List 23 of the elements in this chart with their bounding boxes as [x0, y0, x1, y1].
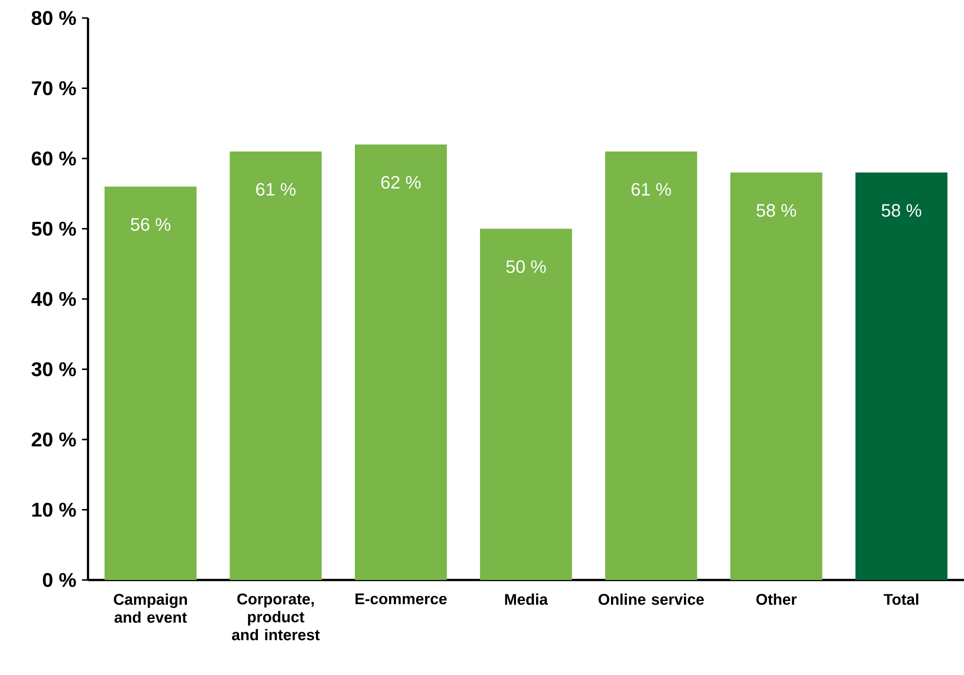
- y-tick-label: 0 %: [42, 572, 76, 588]
- x-tick-label: E-commerce: [356, 594, 447, 604]
- x-tick-label: Media: [505, 594, 548, 605]
- data-label: 56 %: [130, 218, 170, 231]
- y-tick-label: 80 %: [32, 10, 76, 26]
- x-tick-label: Corporate, product and interest: [232, 594, 320, 640]
- x-tick-label: Online service: [598, 594, 704, 605]
- data-label: 61 %: [256, 182, 296, 196]
- data-label: 62 %: [381, 176, 421, 189]
- y-tick-label: 70 %: [32, 81, 76, 96]
- y-tick-label: 50 %: [32, 222, 76, 236]
- x-tick-label: Total: [884, 594, 918, 605]
- data-label: 50 %: [506, 260, 546, 273]
- data-label: 58 %: [882, 204, 922, 217]
- data-label: 58 %: [756, 204, 796, 217]
- y-tick-label: 40 %: [31, 292, 76, 306]
- x-tick-label: Campaign and event: [114, 594, 187, 623]
- data-label: 61 %: [632, 182, 671, 196]
- y-tick-label: 20 %: [32, 432, 76, 447]
- y-tick-label: 10 %: [32, 502, 76, 517]
- y-tick-label: 30 %: [32, 362, 76, 376]
- y-tick-label: 60 %: [32, 151, 76, 166]
- x-tick-label: Other: [756, 594, 797, 605]
